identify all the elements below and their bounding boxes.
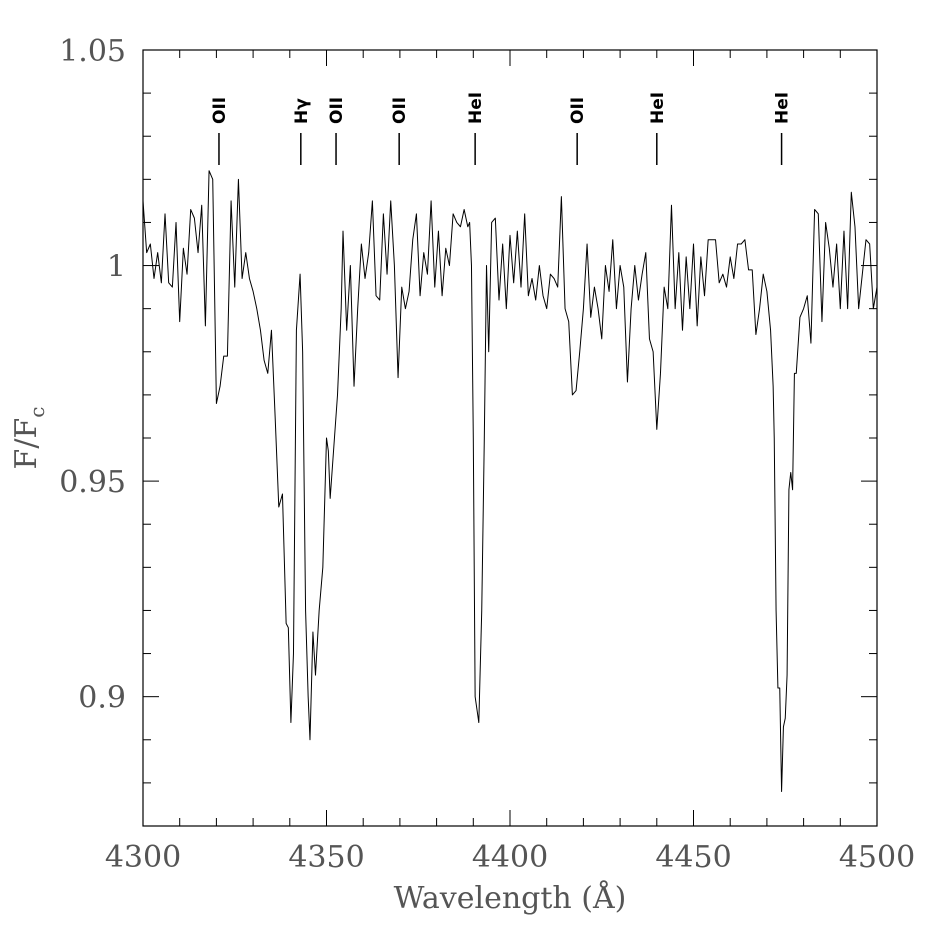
y-tick-label: 1.05 xyxy=(59,34,126,69)
x-tick-label: 4400 xyxy=(472,840,548,875)
annotation-label: OII xyxy=(210,97,230,124)
y-axis-label-subscript: c xyxy=(25,407,49,418)
y-tick-label: 1 xyxy=(107,250,126,285)
x-axis-label: Wavelength (Å) xyxy=(394,880,627,916)
x-tick-label: 4350 xyxy=(288,840,364,875)
spectrum-line xyxy=(142,170,878,793)
y-axis-label: F/Fc xyxy=(9,407,49,470)
plot-frame xyxy=(142,49,878,827)
annotation-label: OII xyxy=(390,97,410,124)
annotation-label: HeI xyxy=(466,92,486,124)
y-axis-label-main: F/F xyxy=(9,418,44,470)
y-tick-label: 0.95 xyxy=(59,465,126,500)
y-tick-label: 0.9 xyxy=(78,681,126,716)
annotation-label: OII xyxy=(568,97,588,124)
x-tick-label: 4450 xyxy=(655,840,731,875)
annotation-label: Hγ xyxy=(292,98,312,124)
x-tick-label: 4300 xyxy=(105,840,181,875)
annotation-label: HeI xyxy=(648,92,668,124)
x-tick-label: 4500 xyxy=(839,840,915,875)
annotation-label: HeI xyxy=(773,92,793,124)
annotation-label: OII xyxy=(327,97,347,124)
